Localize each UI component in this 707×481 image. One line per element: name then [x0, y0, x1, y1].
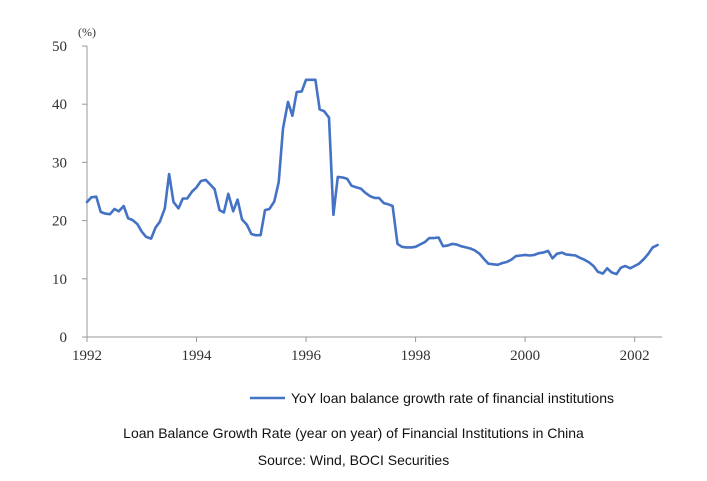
y-tick-label: 20 — [52, 214, 67, 230]
tick-labels: 0 10 20 30 40 50 1992 1994 1996 1998 2000 2002 — [52, 39, 650, 364]
x-tick-label: 1998 — [401, 348, 431, 364]
legend-label: YoY loan balance growth rate of financia… — [291, 390, 614, 406]
y-tick-label: 10 — [52, 272, 67, 288]
y-tick-label: 0 — [60, 330, 68, 346]
x-tick-label: 2000 — [510, 348, 540, 364]
x-tick-label: 1994 — [182, 348, 213, 364]
axes — [82, 45, 662, 342]
y-tick-label: 40 — [52, 97, 67, 113]
x-tick-label: 1992 — [72, 348, 102, 364]
x-tick-label: 2002 — [620, 348, 650, 364]
chart-caption-title: Loan Balance Growth Rate (year on year) … — [123, 425, 584, 441]
y-tick-label: 50 — [52, 39, 67, 55]
y-axis-unit-label: (%) — [78, 25, 96, 39]
series-line — [85, 78, 659, 276]
legend: YoY loan balance growth rate of financia… — [250, 390, 614, 406]
x-tick-label: 1996 — [291, 348, 322, 364]
chart-caption-source: Source: Wind, BOCI Securities — [257, 452, 450, 468]
series-layer — [85, 78, 659, 276]
y-tick-label: 30 — [52, 155, 67, 171]
